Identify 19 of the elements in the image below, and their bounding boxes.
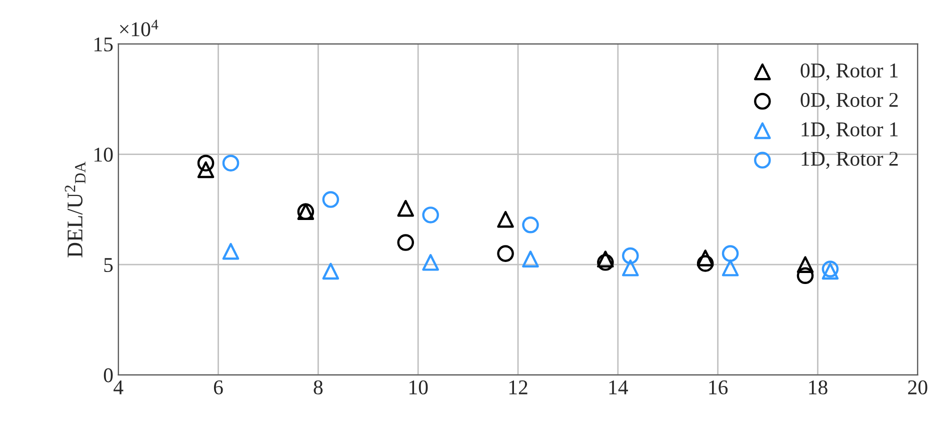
legend-label: 1D, Rotor 2 [802,152,898,169]
y-tick-label: 15 [94,37,113,52]
x-tick-label: 12 [509,380,528,394]
x-tick-label: 10 [410,380,428,394]
legend-label: 1D, Rotor 1 [802,122,898,140]
x-tick-label: 8 [314,380,323,394]
x-tick-label: 18 [809,380,828,394]
legend-label: 0D, Rotor 1 [800,63,898,81]
y-tick-label: 5 [104,258,113,272]
y-axis-title: DEL/U$^{2}$$_{DA}$ [64,162,86,258]
x-tick-label: 4 [114,380,124,394]
y-tick-label: 10 [94,148,113,162]
x-tick-label: 14 [609,380,628,394]
x-tick-label: 6 [214,380,223,394]
x-tick-label: 16 [709,380,728,394]
x-tick-label: 20 [908,380,928,394]
legend-label: 0D, Rotor 2 [800,92,898,110]
y-tick-label: 0 [104,368,113,382]
text: ×10$^{4}$ [120,20,158,36]
